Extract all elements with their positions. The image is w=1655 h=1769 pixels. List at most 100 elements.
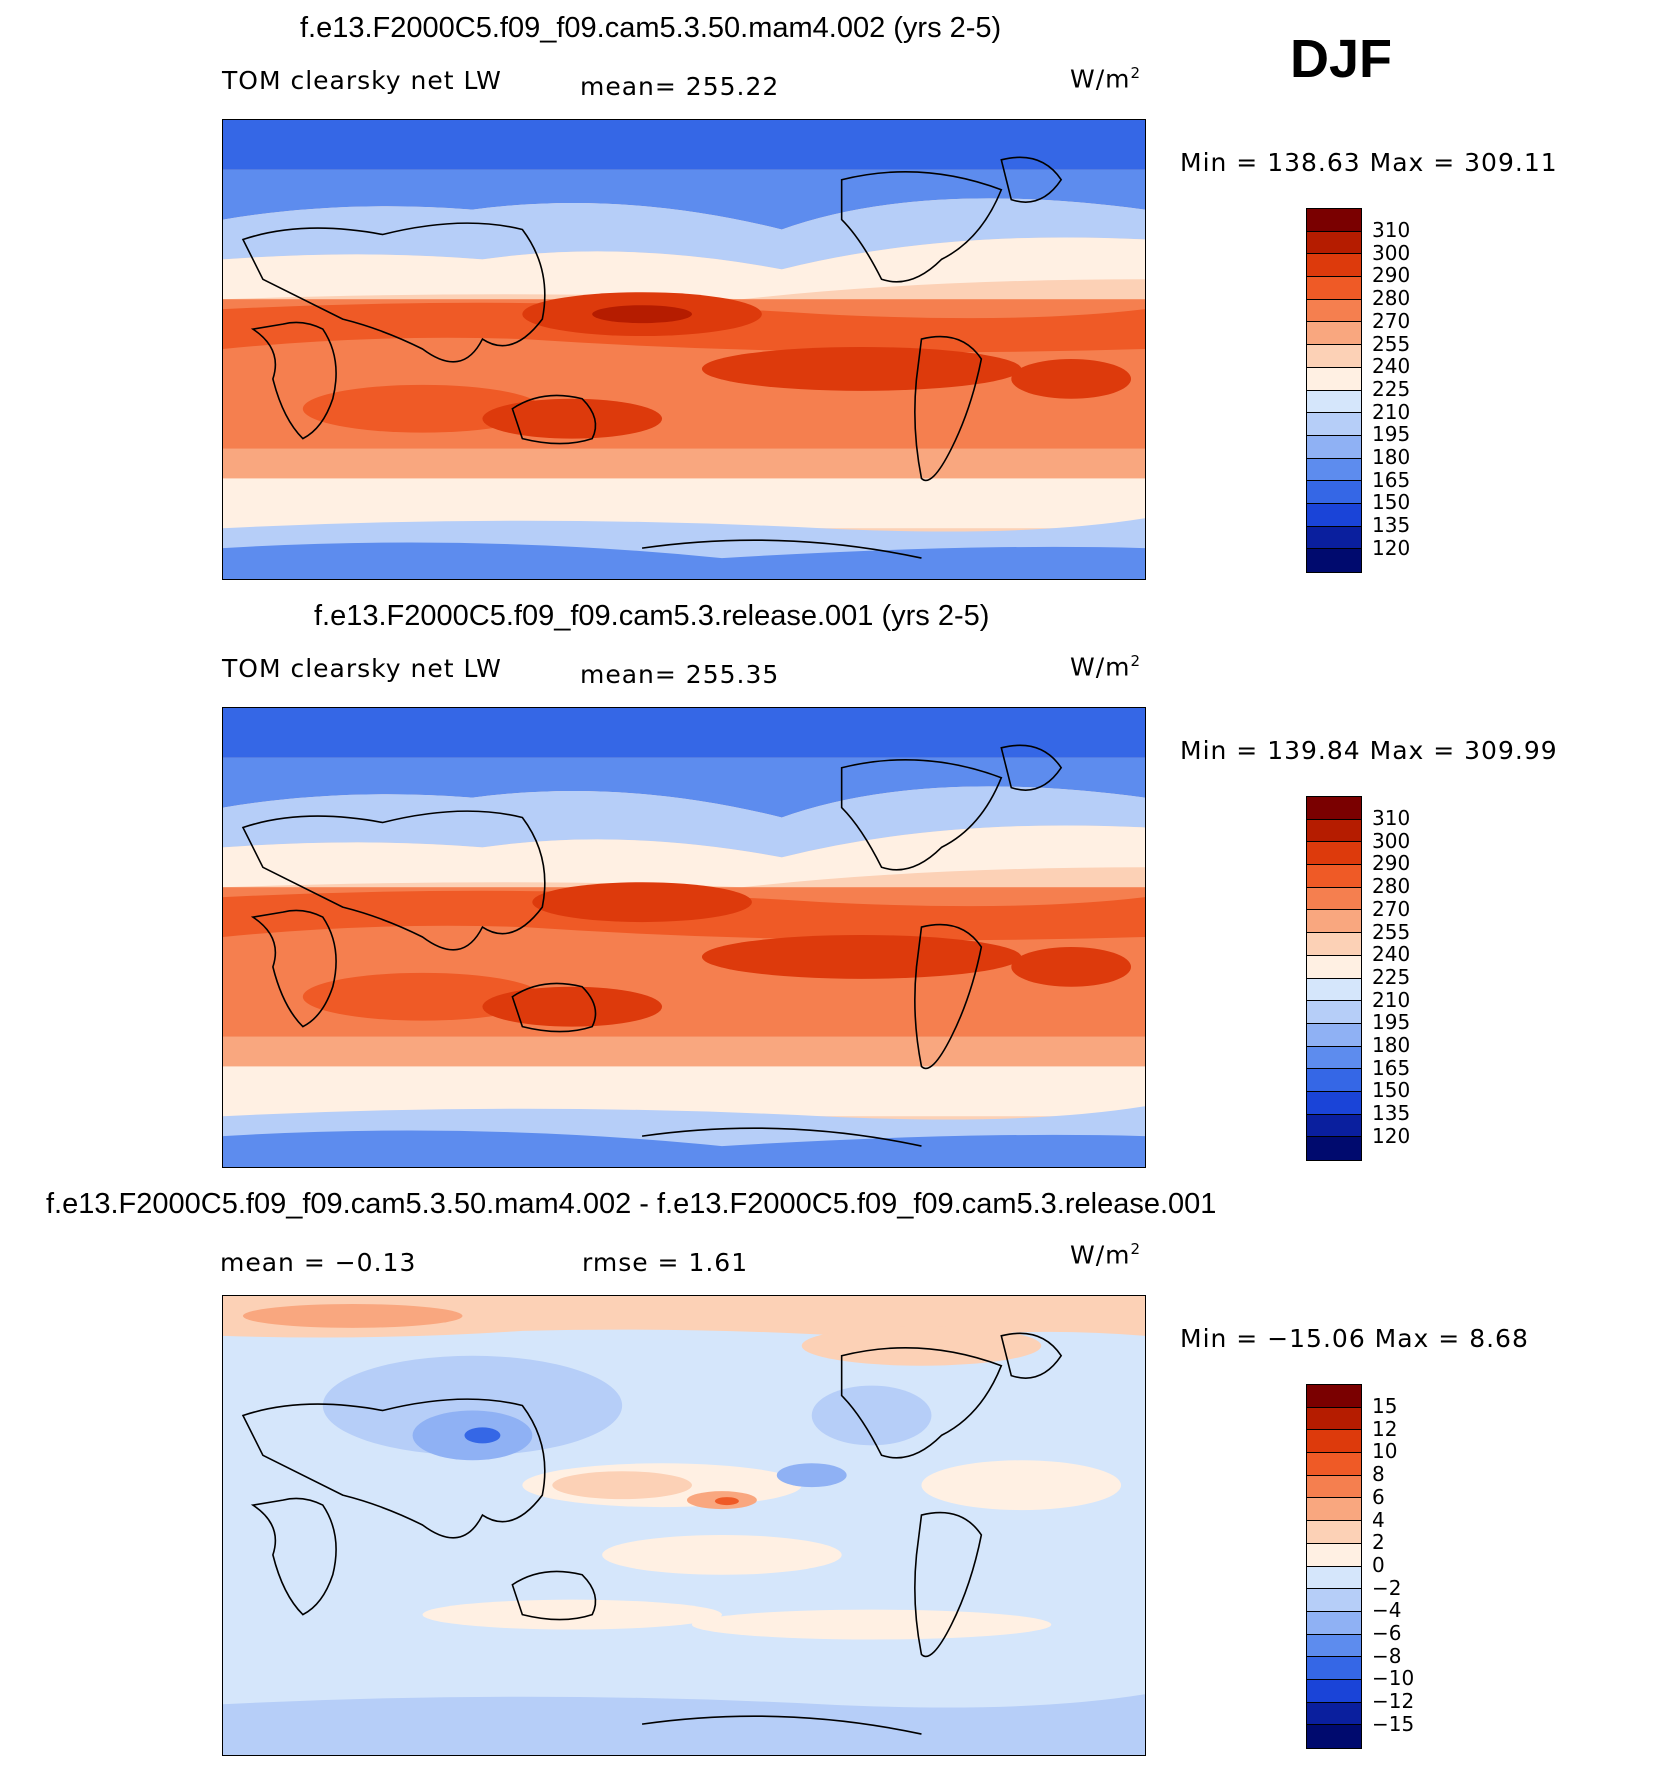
colorbar-swatch xyxy=(1307,458,1361,482)
colorbar-swatch xyxy=(1307,1475,1361,1499)
colorbar-tick: 310 xyxy=(1372,218,1411,242)
colorbar-swatch xyxy=(1307,1114,1361,1138)
colorbar-swatch xyxy=(1307,1498,1361,1522)
colorbar-swatch xyxy=(1307,299,1361,323)
colorbar-tick: 10 xyxy=(1372,1439,1398,1464)
panel-1-colorbar xyxy=(1306,208,1362,573)
colorbar-tick: 270 xyxy=(1372,896,1411,921)
colorbar-swatch xyxy=(1307,1725,1361,1748)
colorbar-tick: 180 xyxy=(1372,1033,1411,1057)
colorbar-tick: 120 xyxy=(1372,1123,1411,1148)
panel-2-minmax: Min = 139.84 Max = 309.99 xyxy=(1180,736,1558,765)
colorbar-swatch xyxy=(1307,797,1361,820)
panel-1-title: f.e13.F2000C5.f09_f09.cam5.3.50.mam4.002… xyxy=(300,12,1002,44)
colorbar-swatch xyxy=(1307,1521,1361,1544)
colorbar-tick: 12 xyxy=(1372,1416,1398,1441)
colorbar-tick: 120 xyxy=(1372,535,1411,560)
colorbar-swatch xyxy=(1307,1566,1361,1590)
colorbar-tick: 165 xyxy=(1372,1055,1411,1080)
colorbar-tick: 240 xyxy=(1372,942,1411,967)
panel-2-variable-label: TOM clearsky net LW xyxy=(222,654,502,683)
panel-1-map xyxy=(222,119,1146,580)
colorbar-swatch xyxy=(1307,1407,1361,1431)
colorbar-swatch xyxy=(1307,1453,1361,1476)
colorbar-swatch xyxy=(1307,1702,1361,1726)
colorbar-swatch xyxy=(1307,209,1361,232)
panel-3-units: W/m2 xyxy=(1070,1240,1142,1270)
colorbar-swatch xyxy=(1307,887,1361,911)
panel-1-mean: mean= 255.22 xyxy=(580,72,780,101)
colorbar-tick: 2 xyxy=(1372,1530,1385,1555)
panel-2-mean: mean= 255.35 xyxy=(580,660,780,689)
colorbar-swatch xyxy=(1307,1023,1361,1047)
colorbar-tick: 240 xyxy=(1372,354,1411,379)
colorbar-tick: 6 xyxy=(1372,1484,1385,1509)
colorbar-swatch xyxy=(1307,1430,1361,1454)
colorbar-tick: −2 xyxy=(1372,1575,1402,1600)
colorbar-swatch xyxy=(1307,526,1361,550)
colorbar-swatch xyxy=(1307,481,1361,504)
panel-2-units: W/m2 xyxy=(1070,652,1142,682)
colorbar-tick: 135 xyxy=(1372,1101,1411,1126)
colorbar-swatch xyxy=(1307,413,1361,436)
panel-3-minmax: Min = −15.06 Max = 8.68 xyxy=(1180,1324,1529,1353)
colorbar-swatch xyxy=(1307,1611,1361,1635)
colorbar-tick: 290 xyxy=(1372,263,1411,288)
colorbar-swatch xyxy=(1307,367,1361,391)
colorbar-tick: 135 xyxy=(1372,513,1411,538)
colorbar-swatch xyxy=(1307,910,1361,934)
colorbar-swatch xyxy=(1307,865,1361,888)
colorbar-swatch xyxy=(1307,390,1361,414)
colorbar-tick: −8 xyxy=(1372,1643,1402,1668)
panel-2-map xyxy=(222,707,1146,1168)
panel-3-mean: mean = −0.13 xyxy=(220,1248,417,1277)
panel-3-map xyxy=(222,1295,1146,1756)
colorbar-tick: 225 xyxy=(1372,964,1411,989)
panel-1-units: W/m2 xyxy=(1070,64,1142,94)
colorbar-swatch xyxy=(1307,978,1361,1002)
colorbar-tick: 300 xyxy=(1372,240,1411,265)
colorbar-swatch xyxy=(1307,1091,1361,1115)
colorbar-tick: 4 xyxy=(1372,1507,1385,1532)
colorbar-swatch xyxy=(1307,1001,1361,1024)
colorbar-tick: 165 xyxy=(1372,467,1411,492)
colorbar-swatch xyxy=(1307,1657,1361,1680)
colorbar-swatch xyxy=(1307,933,1361,956)
colorbar-tick: 210 xyxy=(1372,987,1411,1012)
colorbar-swatch xyxy=(1307,254,1361,278)
colorbar-tick: 210 xyxy=(1372,399,1411,424)
colorbar-tick: 300 xyxy=(1372,828,1411,853)
colorbar-swatch xyxy=(1307,345,1361,368)
colorbar-tick: −6 xyxy=(1372,1621,1402,1645)
colorbar-swatch xyxy=(1307,231,1361,255)
panel-3-rmse: rmse = 1.61 xyxy=(582,1248,749,1277)
colorbar-swatch xyxy=(1307,1137,1361,1160)
colorbar-tick: 180 xyxy=(1372,445,1411,469)
colorbar-tick: 280 xyxy=(1372,286,1411,311)
colorbar-tick: 290 xyxy=(1372,851,1411,876)
panel-1-variable-label: TOM clearsky net LW xyxy=(222,66,502,95)
colorbar-swatch xyxy=(1307,955,1361,979)
colorbar-tick: 195 xyxy=(1372,1010,1411,1035)
colorbar-tick: −4 xyxy=(1372,1598,1402,1623)
panel-3-title: f.e13.F2000C5.f09_f09.cam5.3.50.mam4.002… xyxy=(46,1188,1217,1220)
panel-3-colorbar xyxy=(1306,1384,1362,1749)
panel-2-title: f.e13.F2000C5.f09_f09.cam5.3.release.001… xyxy=(314,600,990,632)
colorbar-tick: 8 xyxy=(1372,1462,1385,1487)
colorbar-tick: −15 xyxy=(1372,1711,1415,1736)
colorbar-swatch xyxy=(1307,1046,1361,1070)
colorbar-swatch xyxy=(1307,277,1361,300)
colorbar-swatch xyxy=(1307,842,1361,866)
colorbar-tick: 150 xyxy=(1372,1078,1411,1103)
season-label: DJF xyxy=(1290,29,1393,89)
colorbar-tick: 270 xyxy=(1372,308,1411,333)
colorbar-tick: 280 xyxy=(1372,874,1411,899)
colorbar-swatch xyxy=(1307,1589,1361,1612)
colorbar-swatch xyxy=(1307,1069,1361,1092)
colorbar-tick: 0 xyxy=(1372,1552,1385,1577)
panel-1-minmax: Min = 138.63 Max = 309.11 xyxy=(1180,148,1558,177)
panel-2-colorbar xyxy=(1306,796,1362,1161)
colorbar-tick: 255 xyxy=(1372,331,1411,356)
colorbar-swatch xyxy=(1307,322,1361,346)
colorbar-tick: 15 xyxy=(1372,1394,1398,1418)
